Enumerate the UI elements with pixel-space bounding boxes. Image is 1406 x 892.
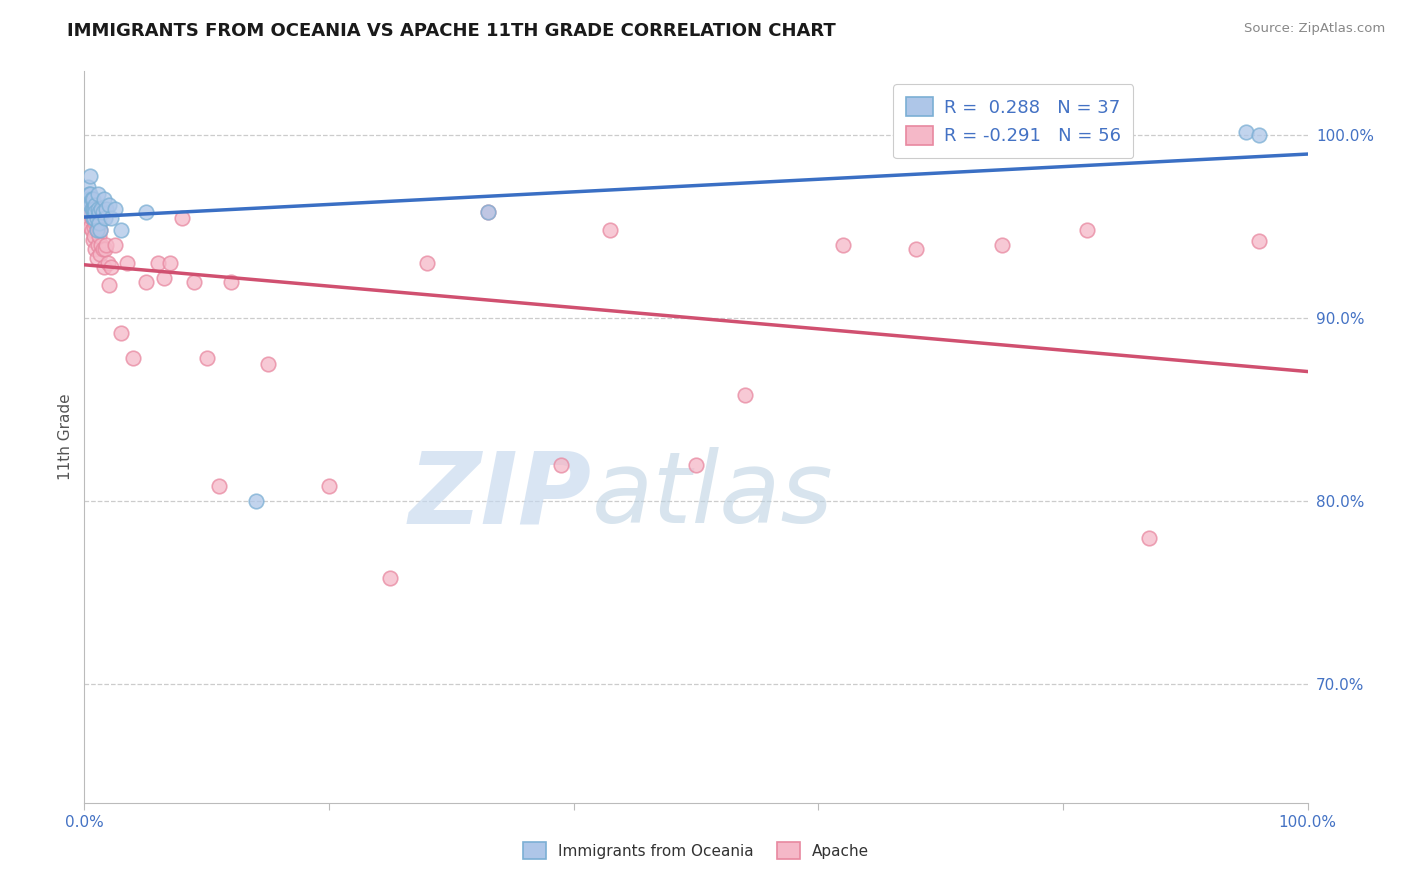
Point <box>1236 125 1258 139</box>
Point <box>87 219 110 234</box>
Point <box>135 275 157 289</box>
Point <box>550 458 572 472</box>
Point <box>97 256 120 270</box>
Point <box>80 223 103 237</box>
Point <box>87 205 110 219</box>
Text: IMMIGRANTS FROM OCEANIA VS APACHE 11TH GRADE CORRELATION CHART: IMMIGRANTS FROM OCEANIA VS APACHE 11TH G… <box>67 22 837 40</box>
Text: atlas: atlas <box>592 447 834 544</box>
Point <box>89 247 111 261</box>
Point <box>1076 223 1098 237</box>
Point <box>208 479 231 493</box>
Point <box>93 260 115 274</box>
Point <box>477 205 499 219</box>
Point <box>77 192 100 206</box>
Point <box>91 242 114 256</box>
Point <box>135 205 157 219</box>
Point <box>94 242 117 256</box>
Point <box>80 192 103 206</box>
Point <box>83 202 105 216</box>
Point <box>87 202 110 216</box>
Point <box>110 223 132 237</box>
Point <box>86 223 108 237</box>
Point <box>477 205 499 219</box>
Point <box>83 228 105 243</box>
Point <box>79 202 101 216</box>
Point <box>86 211 108 225</box>
Text: ZIP: ZIP <box>409 447 592 544</box>
Point <box>80 202 103 216</box>
Point <box>257 357 280 371</box>
Point <box>734 388 756 402</box>
Point <box>84 205 107 219</box>
Point <box>82 211 104 225</box>
Point <box>122 351 145 366</box>
Point <box>1137 531 1160 545</box>
Point <box>93 192 115 206</box>
Point <box>82 233 104 247</box>
Point <box>1247 128 1270 143</box>
Point <box>159 256 181 270</box>
Point <box>83 219 105 234</box>
Point <box>82 192 104 206</box>
Point <box>77 205 100 219</box>
Point <box>79 198 101 212</box>
Point <box>380 571 402 585</box>
Point <box>84 216 107 230</box>
Point <box>416 256 439 270</box>
Point <box>82 202 104 216</box>
Point <box>79 219 101 234</box>
Point <box>318 479 340 493</box>
Point <box>77 211 100 225</box>
Point <box>82 211 104 225</box>
Point <box>76 202 98 216</box>
Point <box>219 275 242 289</box>
Point <box>89 223 111 237</box>
Point <box>104 238 127 252</box>
Point <box>991 238 1014 252</box>
Point <box>153 271 176 285</box>
Point <box>87 216 110 230</box>
Point <box>110 326 132 340</box>
Point <box>77 202 100 216</box>
Point <box>172 211 194 225</box>
Point <box>905 242 928 256</box>
Point <box>84 198 107 212</box>
Point <box>86 251 108 265</box>
Point <box>77 179 100 194</box>
Point <box>87 186 110 201</box>
Point <box>183 275 205 289</box>
Point <box>97 278 120 293</box>
Point <box>91 205 114 219</box>
Point <box>245 494 267 508</box>
Point <box>96 202 118 216</box>
Point <box>86 223 108 237</box>
Point <box>94 211 117 225</box>
Point <box>83 211 105 225</box>
Point <box>100 211 122 225</box>
Point <box>90 238 112 252</box>
Point <box>146 256 169 270</box>
Point <box>115 256 138 270</box>
Point <box>79 169 101 183</box>
Point <box>84 242 107 256</box>
Point <box>96 238 118 252</box>
Point <box>80 211 103 225</box>
Y-axis label: 11th Grade: 11th Grade <box>58 393 73 481</box>
Point <box>87 228 110 243</box>
Point <box>195 351 218 366</box>
Point <box>599 223 621 237</box>
Text: Source: ZipAtlas.com: Source: ZipAtlas.com <box>1244 22 1385 36</box>
Point <box>97 198 120 212</box>
Point <box>90 202 112 216</box>
Point <box>87 238 110 252</box>
Point <box>1247 235 1270 249</box>
Point <box>79 186 101 201</box>
Point <box>685 458 707 472</box>
Point <box>89 223 111 237</box>
Legend: Immigrants from Oceania, Apache: Immigrants from Oceania, Apache <box>513 833 879 868</box>
Point <box>77 186 100 201</box>
Point <box>100 260 122 274</box>
Point <box>831 238 853 252</box>
Point <box>104 202 127 216</box>
